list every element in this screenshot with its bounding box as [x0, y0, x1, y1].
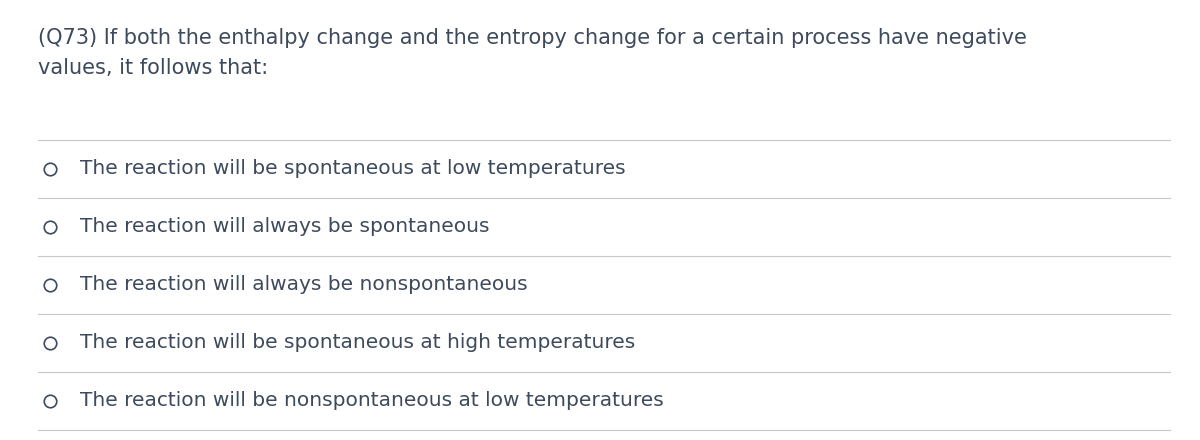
Text: The reaction will always be nonspontaneous: The reaction will always be nonspontaneo… — [80, 275, 528, 294]
Text: The reaction will be nonspontaneous at low temperatures: The reaction will be nonspontaneous at l… — [80, 392, 664, 411]
Text: The reaction will be spontaneous at high temperatures: The reaction will be spontaneous at high… — [80, 334, 635, 352]
Text: (Q73) If both the enthalpy change and the entropy change for a certain process h: (Q73) If both the enthalpy change and th… — [38, 28, 1027, 48]
Text: values, it follows that:: values, it follows that: — [38, 58, 268, 78]
Text: The reaction will always be spontaneous: The reaction will always be spontaneous — [80, 217, 490, 236]
Text: The reaction will be spontaneous at low temperatures: The reaction will be spontaneous at low … — [80, 159, 625, 179]
